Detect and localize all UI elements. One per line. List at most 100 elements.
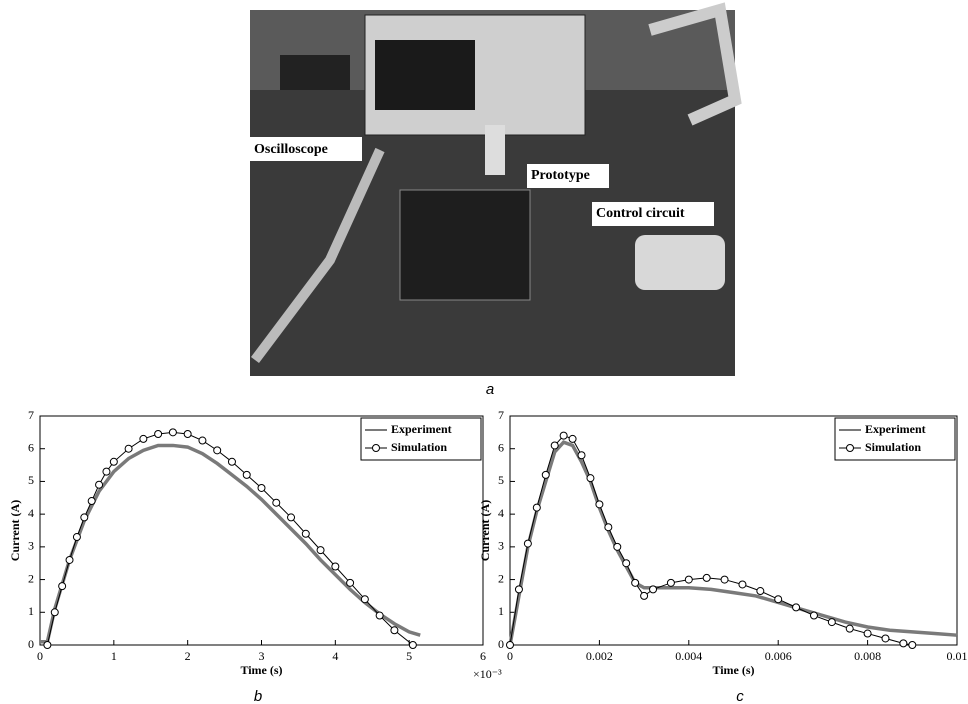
data-point (738, 580, 747, 589)
data-point (242, 470, 251, 479)
legend-marker (372, 444, 380, 452)
data-point (316, 546, 325, 555)
y-tick-label: 1 (28, 604, 34, 618)
y-tick-label: 6 (498, 440, 504, 454)
x-tick-label: 6 (480, 649, 486, 663)
data-point (287, 513, 296, 522)
y-tick-label: 0 (28, 637, 34, 651)
data-point (227, 457, 236, 466)
photo-label: Control circuit (596, 206, 685, 221)
data-point (95, 480, 104, 489)
data-point (586, 474, 595, 483)
data-point (899, 639, 908, 648)
cable (251, 147, 385, 363)
series-line (40, 443, 421, 644)
x-tick-label: 0.002 (586, 649, 613, 663)
data-point (331, 562, 340, 571)
y-axis-label: Current (A) (8, 500, 22, 561)
data-point (168, 428, 177, 437)
label-box (250, 137, 362, 161)
legend-label: Experiment (391, 422, 452, 436)
data-point (514, 585, 523, 594)
data-point (124, 444, 133, 453)
data-point (908, 641, 917, 649)
power-strip (635, 235, 725, 290)
label-box (527, 164, 609, 188)
data-point (109, 457, 118, 466)
y-tick-label: 4 (498, 506, 504, 520)
data-point (390, 626, 399, 635)
data-point (301, 529, 310, 538)
data-point (506, 641, 514, 649)
legend-box (360, 417, 482, 461)
lamp (648, 2, 742, 126)
equipment (280, 55, 350, 90)
data-point (568, 434, 577, 443)
x-exponent-label: ×10⁻³ (473, 667, 502, 681)
y-tick-label: 4 (28, 506, 34, 520)
data-point (559, 431, 568, 440)
data-point (577, 451, 586, 460)
data-point (257, 483, 266, 492)
legend-label: Simulation (391, 440, 447, 454)
photo-label: Oscilloscope (254, 142, 328, 157)
y-tick-label: 1 (498, 604, 504, 618)
label-box (592, 202, 714, 226)
data-point (863, 629, 872, 638)
x-tick-label: 0.008 (854, 649, 881, 663)
caption: b (254, 688, 262, 704)
data-point (881, 634, 890, 643)
y-axis-label: Current (A) (478, 500, 492, 561)
data-point (408, 641, 417, 649)
x-tick-label: 2 (185, 649, 191, 663)
data-point (631, 578, 640, 587)
data-point (50, 608, 59, 617)
data-point (702, 573, 711, 582)
x-tick-label: 0 (507, 649, 513, 663)
data-point (649, 585, 658, 594)
x-tick-label: 5 (406, 649, 412, 663)
photo-label: Prototype (531, 168, 590, 183)
data-point (613, 542, 622, 551)
data-point (541, 470, 550, 479)
data-point (198, 436, 207, 445)
y-tick-label: 2 (498, 571, 504, 585)
data-point (845, 624, 854, 633)
data-point (43, 641, 52, 649)
data-point (375, 611, 384, 620)
legend-box (834, 417, 956, 461)
legend-marker (846, 444, 854, 452)
y-tick-label: 7 (498, 408, 504, 422)
caption: c (736, 688, 744, 704)
y-tick-label: 3 (28, 539, 34, 553)
data-point (346, 578, 355, 587)
caption: a (486, 381, 494, 398)
data-point (154, 429, 163, 438)
x-axis-label: Time (s) (240, 663, 282, 677)
data-point (72, 533, 81, 542)
data-point (809, 611, 818, 620)
data-point (595, 500, 604, 509)
data-point (532, 503, 541, 512)
data-point (272, 498, 281, 507)
data-point (640, 591, 649, 600)
component (485, 125, 505, 175)
data-point (792, 603, 801, 612)
y-tick-label: 0 (498, 637, 504, 651)
data-point (58, 582, 67, 591)
data-point (183, 429, 192, 438)
data-point (756, 587, 765, 596)
data-point (720, 575, 729, 584)
data-point (774, 595, 783, 604)
data-point (666, 578, 675, 587)
data-point (523, 539, 532, 548)
y-tick-label: 2 (28, 571, 34, 585)
data-point (213, 446, 222, 455)
data-point (65, 555, 74, 564)
y-tick-label: 6 (28, 440, 34, 454)
y-tick-label: 5 (28, 473, 34, 487)
data-point (80, 513, 89, 522)
legend-label: Simulation (865, 440, 921, 454)
data-point (604, 523, 613, 532)
